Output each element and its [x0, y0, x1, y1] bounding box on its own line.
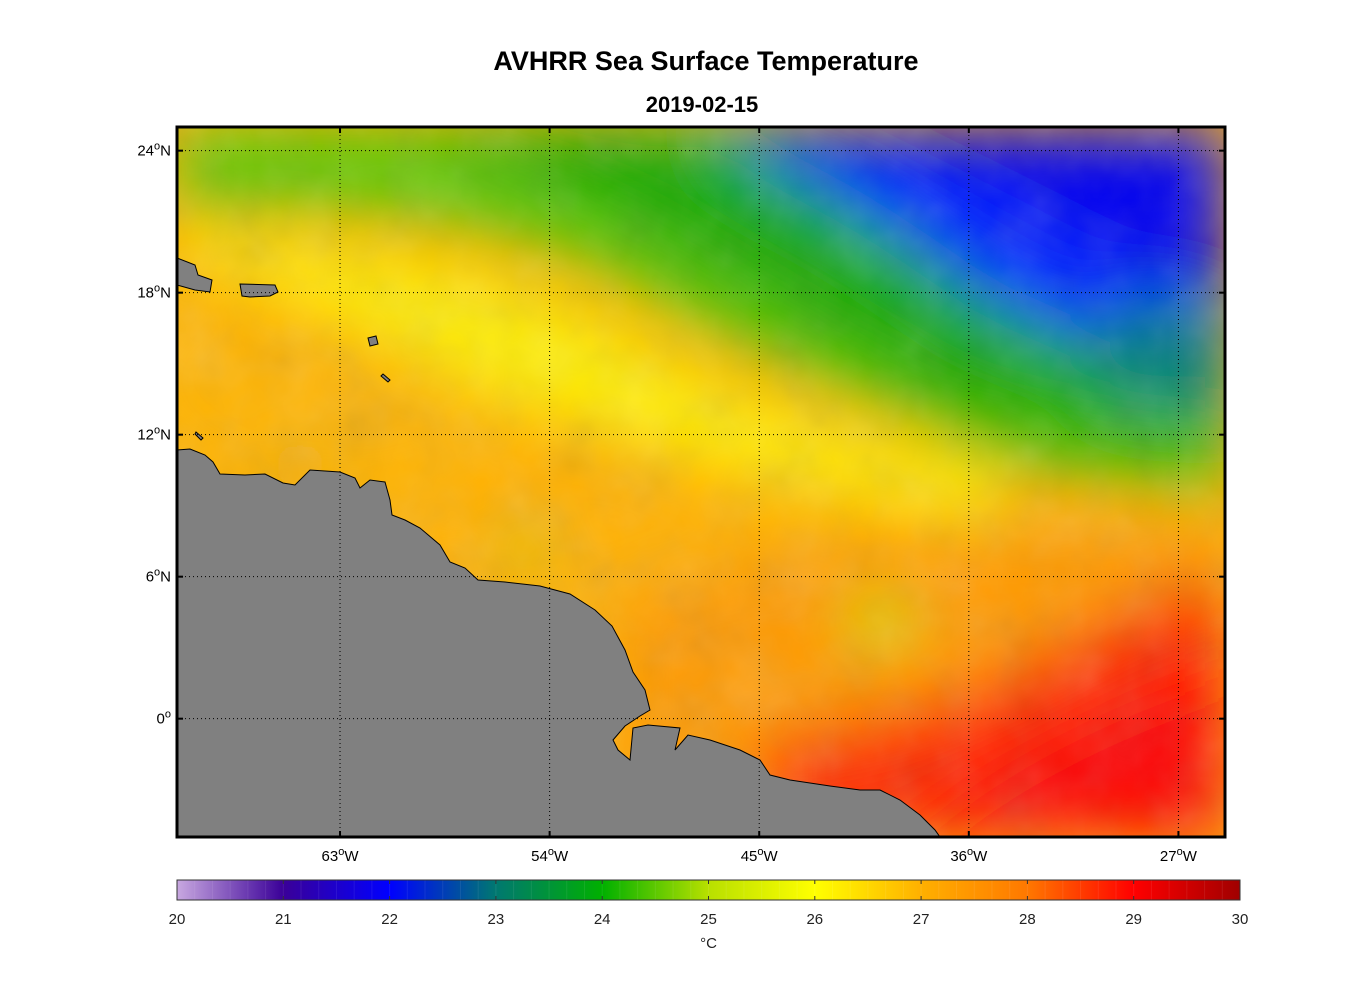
lon-tick-label: 54oW	[531, 846, 569, 865]
colorbar-unit-label: °C	[700, 935, 717, 952]
colorbar-tick-label: 23	[488, 911, 505, 928]
colorbar-tick-label: 24	[594, 911, 611, 928]
lat-tick-label: 6oN	[146, 567, 171, 586]
lat-tick-label: 12oN	[137, 425, 171, 444]
lat-tick-label: 24oN	[137, 141, 171, 160]
land-mask	[177, 257, 941, 837]
lon-tick-label: 36oW	[950, 846, 988, 865]
lon-tick-label: 63oW	[322, 846, 360, 865]
south-america-land	[177, 448, 941, 837]
colorbar-tick-label: 25	[700, 911, 717, 928]
graticule	[177, 127, 1225, 837]
puerto-rico-land	[239, 283, 279, 298]
lat-tick-label: 0o	[157, 709, 171, 728]
grenada-island	[194, 431, 204, 441]
guadeloupe-island	[367, 335, 379, 347]
colorbar-tick-label: 21	[275, 911, 292, 928]
colorbar-tick-label: 22	[381, 911, 398, 928]
map-subtitle: 2019-02-15	[645, 92, 759, 117]
colorbar-tick-label: 27	[913, 911, 930, 928]
colorbar-tick-label: 20	[169, 911, 186, 928]
hispaniola-land	[177, 257, 213, 293]
colorbar-gradient	[177, 880, 1240, 900]
colorbar-tick-label: 29	[1125, 911, 1142, 928]
map-title: AVHRR Sea Surface Temperature	[493, 46, 919, 76]
colorbar-tick-label: 30	[1232, 911, 1249, 928]
lon-tick-label: 27oW	[1160, 846, 1198, 865]
colorbar-tick-label: 28	[1019, 911, 1036, 928]
map-frame	[175, 125, 1227, 839]
axis-labels: 63oW 54oW 45oW 36oW 27oW 24oN 18oN 12oN 6oN 0o	[137, 141, 1197, 865]
colorbar-tick-label: 26	[806, 911, 823, 928]
colorbar: 20 21 22 23 24 25 26 27 28 29 30 °C	[169, 879, 1249, 952]
lat-tick-label: 18oN	[137, 283, 171, 302]
lon-tick-label: 45oW	[741, 846, 779, 865]
barbados-island	[380, 373, 391, 383]
axis-ticks	[177, 127, 1225, 837]
